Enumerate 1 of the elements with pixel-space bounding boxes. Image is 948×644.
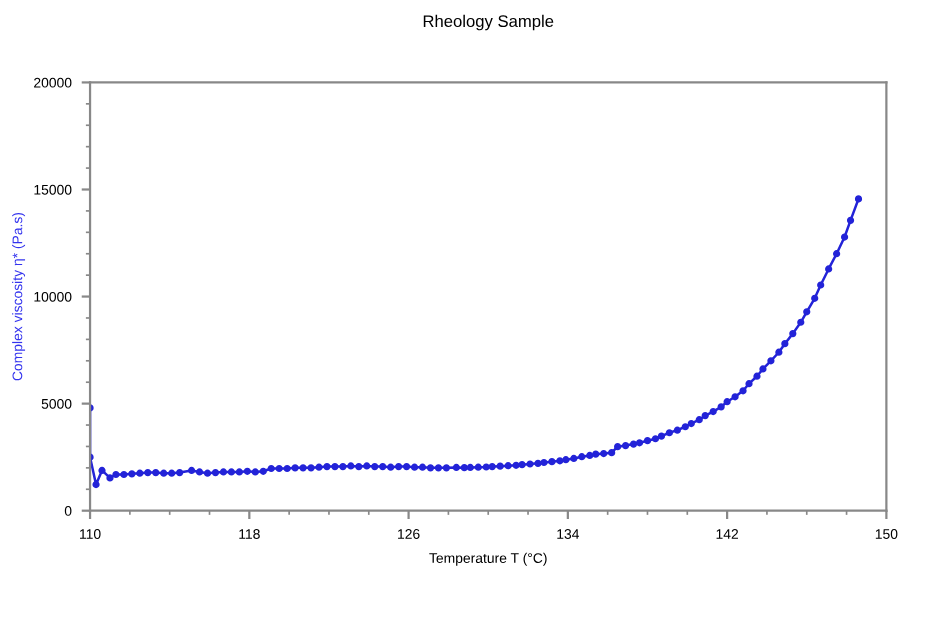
chart-title: Rheology Sample bbox=[423, 14, 554, 31]
